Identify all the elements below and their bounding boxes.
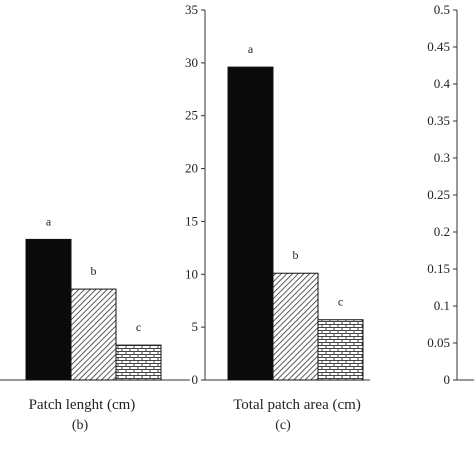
panel-d-tick-label: 0.5 <box>434 2 450 17</box>
panel-b: a b c Patch lenght (cm) (b) <box>0 214 190 433</box>
panel-c-sig-letter-c: c <box>338 295 343 309</box>
panel-d-tick-label: 0.15 <box>427 261 450 276</box>
panel-d-tick-label: 0.2 <box>434 224 450 239</box>
panel-c-tick-label: 30 <box>185 55 198 70</box>
panel-c-tick-label: 35 <box>185 2 198 17</box>
panel-c: 0 5 10 15 20 25 30 35 a b c Total patch area (cm)… <box>185 2 370 433</box>
panel-d-y-ticks: 0 0.05 0.1 0.15 0.2 0.25 0.3 0.35 0.4 0.45 0.5 <box>427 2 457 387</box>
panel-c-tick-label: 25 <box>185 108 198 123</box>
panel-d-tick-label: 0.3 <box>434 150 450 165</box>
panel-d-tick-label: 0.4 <box>434 76 451 91</box>
panel-b-bar-b <box>70 288 117 381</box>
panel-b-sig-letter-a: a <box>46 214 52 228</box>
panel-c-sig-letter-b: b <box>293 248 299 262</box>
panel-b-bar-a <box>25 238 72 381</box>
panel-d-tick-label: 0.35 <box>427 113 450 128</box>
panel-b-bar-c <box>115 344 162 381</box>
panel-b-sig-letter-c: c <box>136 320 141 334</box>
panel-c-bars: a b c <box>227 42 364 381</box>
panel-c-bar-a <box>227 66 274 381</box>
panel-d-tick-label: 0.45 <box>427 39 450 54</box>
panel-b-xlabel: Patch lenght (cm) <box>29 397 136 413</box>
panel-c-tick-label: 20 <box>185 161 198 176</box>
panel-c-label: (c) <box>275 418 291 433</box>
panel-c-tick-label: 10 <box>185 266 198 281</box>
panel-c-tick-label: 5 <box>192 319 199 334</box>
panel-d: 0 0.05 0.1 0.15 0.2 0.25 0.3 0.35 0.4 0.45 0.5 <box>427 2 474 387</box>
panel-c-bar-c <box>317 319 364 381</box>
panel-d-tick-label: 0.1 <box>434 298 450 313</box>
panel-c-tick-label: 0 <box>192 372 199 387</box>
panel-b-bars: a b c <box>25 214 162 381</box>
panel-c-xlabel: Total patch area (cm) <box>233 397 361 413</box>
panel-d-tick-label: 0.25 <box>427 187 450 202</box>
panel-b-sig-letter-b: b <box>91 264 97 278</box>
panel-b-label: (b) <box>72 418 89 433</box>
panel-c-tick-label: 15 <box>185 213 198 228</box>
panel-d-tick-label: 0 <box>444 372 451 387</box>
panel-c-sig-letter-a: a <box>248 42 254 56</box>
panel-c-bar-b <box>272 272 319 381</box>
panel-d-tick-label: 0.05 <box>427 335 450 350</box>
panel-c-y-ticks: 0 5 10 15 20 25 30 35 <box>185 2 205 387</box>
